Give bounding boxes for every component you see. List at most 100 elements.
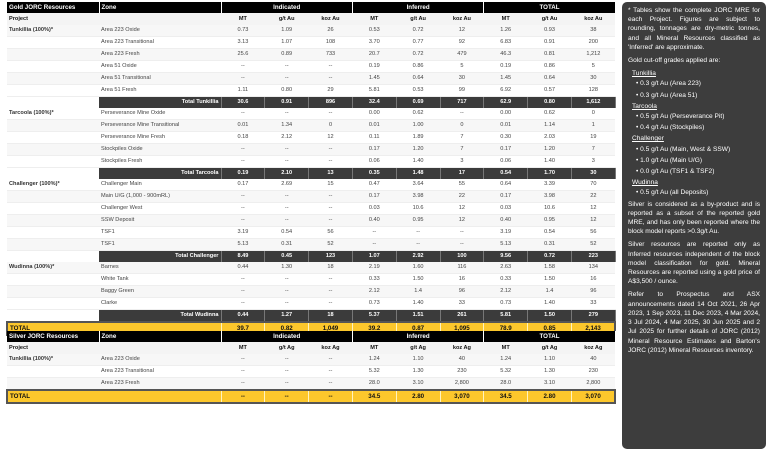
value-cell: 7 xyxy=(440,131,484,144)
value-cell: 2.69 xyxy=(264,178,309,191)
value-cell: 46.3 xyxy=(483,48,528,61)
cutoff-list: Tunkillia0.3 g/t Au (Area 223)0.3 g/t Au… xyxy=(628,69,760,197)
value-cell: 28.0 xyxy=(483,377,528,391)
total-value-cell: 1.50 xyxy=(527,309,572,322)
header-row: Silver JORC Resources Zone Indicated Inferr… xyxy=(7,331,616,343)
value-cell: 16 xyxy=(571,273,616,286)
value-cell: 2.63 xyxy=(483,261,528,274)
value-cell: 0.18 xyxy=(221,131,265,144)
project-name: Tunkillia (100%)* xyxy=(7,353,99,366)
zone-name: Area 223 Fresh xyxy=(99,377,221,391)
cutoff-heading: Gold cut-off grades applied are: xyxy=(628,57,721,65)
value-cell: 96 xyxy=(571,285,616,298)
value-cell: 1.40 xyxy=(396,297,440,310)
project-name xyxy=(7,226,99,239)
value-cell: 0.54 xyxy=(527,226,572,239)
notes-panel: * Tables show the complete JORC MRE for … xyxy=(622,2,766,449)
value-cell: -- xyxy=(308,155,353,168)
value-cell: 0 xyxy=(440,119,484,132)
value-cell: -- xyxy=(308,365,353,378)
grand-total-value: 3,070 xyxy=(440,388,485,404)
zone-name: TSF1 xyxy=(99,226,221,239)
project-name: Tunkillia (100%)* xyxy=(7,24,99,37)
value-cell: 5.13 xyxy=(221,238,265,251)
zone-name: Area 51 Oxide xyxy=(99,60,221,73)
cutoff-items: 0.5 g/t Au (Main, West & SSW) 1.0 g/t Au … xyxy=(628,145,760,177)
total-value-cell: 2.10 xyxy=(264,167,310,179)
value-cell: 2.03 xyxy=(527,131,572,144)
value-cell: 30 xyxy=(440,72,484,85)
cutoff-item: 0.5 g/t Au (Main, West & SSW) xyxy=(636,145,760,154)
project-total-row: Total Tarcoola 0.19 2.10 13 0.35 1.48 17 0.54 1.… xyxy=(7,167,616,179)
zone-name: Perseverance Mine Oxide xyxy=(99,107,221,120)
value-cell: 38 xyxy=(571,24,616,37)
value-cell: 0.19 xyxy=(483,60,528,73)
value-cell: 0.72 xyxy=(396,48,440,61)
value-cell: 0.17 xyxy=(352,143,397,156)
grand-total-row: TOTAL -- -- -- 34.5 2.80 3,070 34.5 2.80 3,070 xyxy=(6,388,617,404)
table-title: Silver JORC Resources xyxy=(7,331,100,343)
value-cell: -- xyxy=(264,297,309,310)
value-cell: 40 xyxy=(440,353,484,366)
total-value-cell: 17 xyxy=(440,167,485,179)
project-name xyxy=(7,190,99,203)
table-row: Stockpiles Oxide -- -- -- 0.17 1.20 7 0.17 1.20 7 xyxy=(7,143,616,156)
value-cell: 0.11 xyxy=(352,131,397,144)
table-row: TSF1 3.19 0.54 56 -- -- -- 3.19 0.54 56 xyxy=(7,226,616,239)
value-cell: 0.93 xyxy=(527,24,572,37)
value-cell: 5 xyxy=(440,60,484,73)
value-cell: 18 xyxy=(308,261,353,274)
blank-cell xyxy=(7,250,99,262)
value-cell: 1,212 xyxy=(571,48,616,61)
total-value-cell: 0.69 xyxy=(396,96,441,108)
value-cell: 5 xyxy=(571,60,616,73)
cutoff-item: 0.3 g/t Au (Area 223) xyxy=(636,79,760,88)
value-cell: -- xyxy=(440,238,484,251)
value-cell: 0.72 xyxy=(396,24,440,37)
value-cell: 0.44 xyxy=(221,261,265,274)
total-value-cell: 2.92 xyxy=(396,250,441,262)
value-cell: -- xyxy=(308,72,353,85)
value-cell: 0.31 xyxy=(264,238,309,251)
total-value-cell: 0.35 xyxy=(352,167,397,179)
value-cell: 0.30 xyxy=(483,131,528,144)
value-cell: -- xyxy=(221,214,265,227)
value-cell: 733 xyxy=(308,48,353,61)
value-cell: -- xyxy=(221,365,265,378)
value-cell: 15 xyxy=(308,178,353,191)
value-cell: 0.53 xyxy=(396,84,440,97)
value-cell: 5.13 xyxy=(483,238,528,251)
grand-total-label: TOTAL xyxy=(6,388,222,404)
total-value-cell: 1,612 xyxy=(571,96,616,108)
value-cell: 0.91 xyxy=(527,36,572,49)
zone-name: Stockpiles Fresh xyxy=(99,155,221,168)
total-value-cell: 0.19 xyxy=(221,167,266,179)
value-cell: 0.33 xyxy=(352,273,397,286)
value-cell: 33 xyxy=(440,297,484,310)
value-cell: -- xyxy=(396,238,440,251)
zone-name: Area 223 Transitional xyxy=(99,365,221,378)
value-cell: 3.39 xyxy=(527,178,572,191)
value-cell: 1.24 xyxy=(352,353,397,366)
value-cell: 3.19 xyxy=(221,226,265,239)
value-cell: 0 xyxy=(308,119,353,132)
project-name xyxy=(7,60,99,73)
value-cell: -- xyxy=(221,297,265,310)
value-cell: 230 xyxy=(440,365,484,378)
zone-name: White Tank xyxy=(99,273,221,286)
value-cell: 1.50 xyxy=(396,273,440,286)
table-row: Area 223 Transitional -- -- -- 5.32 1.30 230 5.… xyxy=(7,365,616,378)
value-cell: 0.01 xyxy=(352,119,397,132)
value-cell: 70 xyxy=(571,178,616,191)
project-name xyxy=(7,238,99,251)
total-value-cell: 0.54 xyxy=(483,167,529,179)
value-cell: -- xyxy=(264,214,309,227)
group-header: TOTAL xyxy=(483,331,616,343)
unit-header: koz Ag xyxy=(308,342,353,354)
value-cell: -- xyxy=(308,353,353,366)
table-row: Area 223 Fresh 25.6 0.89 733 20.7 0.72 479 46.3… xyxy=(7,48,616,61)
cutoff-items: 0.3 g/t Au (Area 223) 0.3 g/t Au (Area 51… xyxy=(628,79,760,99)
value-cell: 0.64 xyxy=(483,178,528,191)
value-cell: 3.19 xyxy=(483,226,528,239)
table-row: Stockpiles Fresh -- -- -- 0.06 1.40 3 0.06 1.40 3 xyxy=(7,155,616,168)
